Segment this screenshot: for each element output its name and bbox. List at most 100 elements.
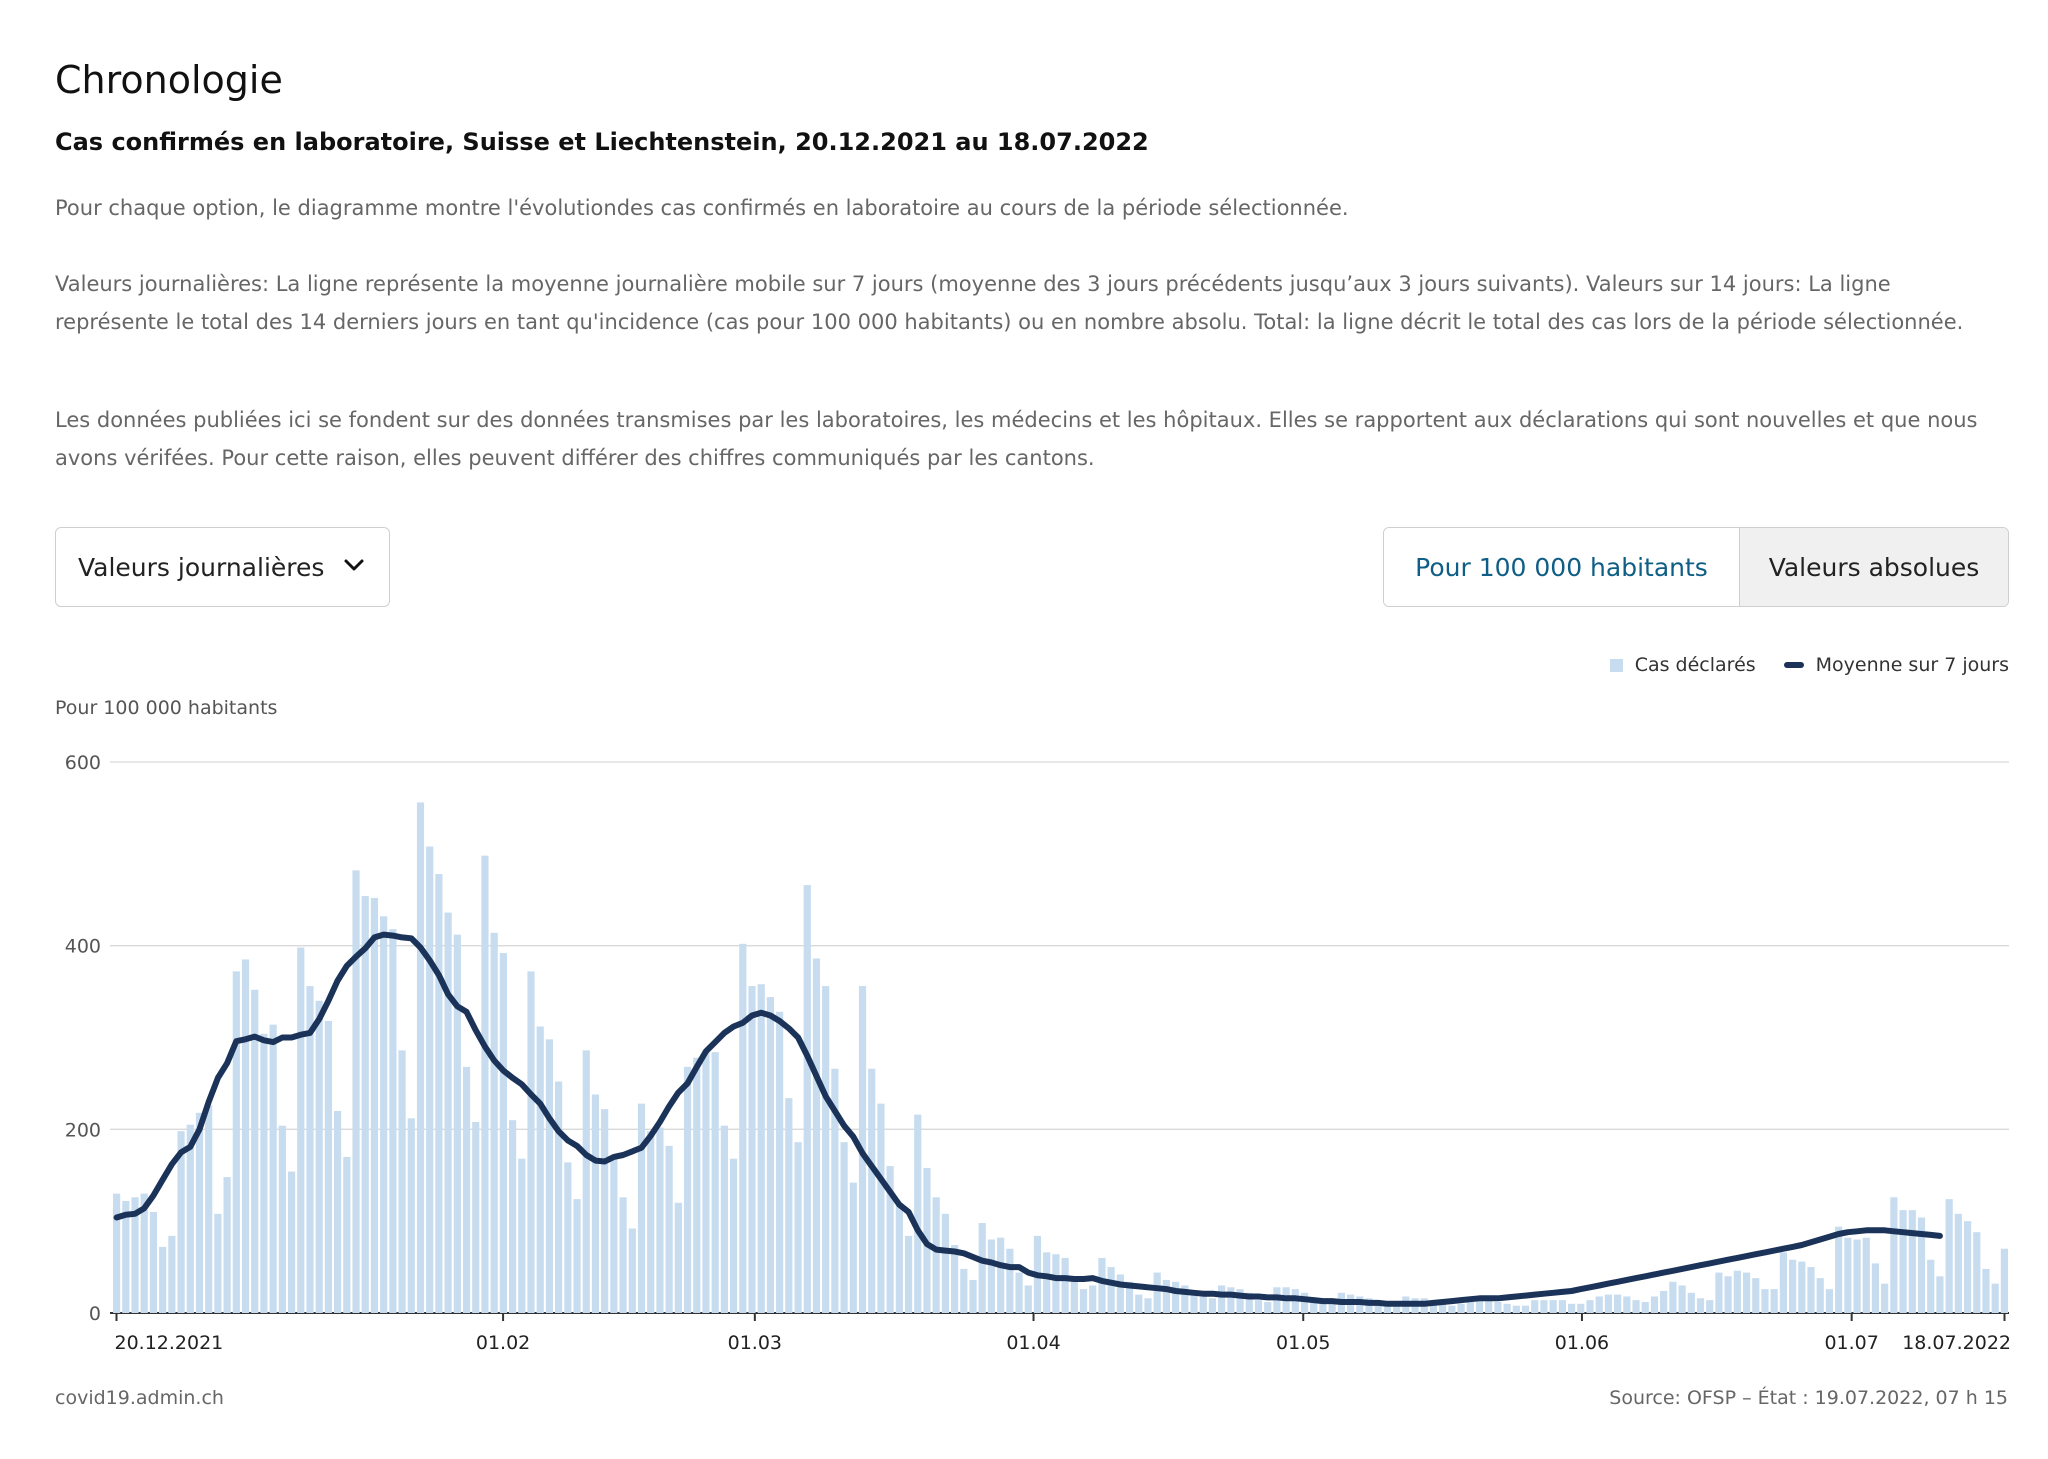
bar xyxy=(1853,1239,1861,1313)
bar xyxy=(1567,1303,1576,1313)
bar xyxy=(582,1050,590,1313)
bar xyxy=(1982,1268,1990,1313)
bar xyxy=(1908,1210,1916,1313)
bar xyxy=(987,1239,996,1313)
bar xyxy=(1264,1301,1272,1313)
bar xyxy=(545,1039,554,1313)
bar xyxy=(1052,1254,1060,1313)
bar xyxy=(1319,1301,1327,1313)
bar xyxy=(131,1197,139,1313)
aggregation-dropdown[interactable]: Valeurs journalières xyxy=(55,527,390,607)
bar xyxy=(591,1094,600,1313)
bar xyxy=(416,802,425,1313)
bar xyxy=(941,1213,949,1313)
bar xyxy=(656,1127,664,1313)
bar xyxy=(647,1131,655,1313)
description-intro: Pour chaque option, le diagramme montre … xyxy=(55,196,1349,220)
bar xyxy=(969,1279,977,1313)
bar xyxy=(794,1142,802,1313)
footer-site[interactable]: covid19.admin.ch xyxy=(55,1387,224,1409)
bar xyxy=(1807,1267,1815,1313)
bar xyxy=(1199,1294,1207,1313)
bar xyxy=(1310,1298,1318,1313)
bar xyxy=(1761,1289,1769,1313)
bar xyxy=(472,1121,480,1313)
bar xyxy=(683,1066,692,1313)
bar xyxy=(1733,1270,1741,1313)
bar xyxy=(297,947,305,1313)
bar xyxy=(1024,1285,1032,1313)
bar xyxy=(1742,1272,1751,1313)
bar xyxy=(1917,1217,1926,1313)
toggle-absolute-button[interactable]: Valeurs absolues xyxy=(1739,528,2008,606)
bar xyxy=(269,1024,277,1313)
bar xyxy=(1687,1292,1695,1313)
bar xyxy=(508,1120,517,1313)
bar xyxy=(380,916,388,1313)
legend-line-swatch xyxy=(1783,662,1804,668)
bar xyxy=(159,1246,167,1313)
bar xyxy=(1466,1296,1474,1313)
bar xyxy=(1162,1279,1170,1313)
bar-series xyxy=(113,802,2008,1313)
bar xyxy=(195,1112,204,1313)
bar xyxy=(1079,1289,1088,1313)
x-tick-label: 01.05 xyxy=(1276,1332,1330,1354)
bar xyxy=(1835,1226,1843,1313)
bar xyxy=(904,1235,913,1313)
legend-item-bars[interactable]: Cas déclarés xyxy=(1609,654,1756,676)
bar xyxy=(1061,1257,1069,1313)
bar xyxy=(868,1068,876,1313)
bar xyxy=(1485,1300,1493,1313)
bar xyxy=(499,953,507,1313)
bar xyxy=(1512,1305,1520,1313)
bar xyxy=(1696,1298,1705,1313)
bar xyxy=(1549,1300,1557,1313)
bar xyxy=(518,1158,526,1313)
x-tick-label: 01.07 xyxy=(1824,1332,1878,1354)
bar xyxy=(628,1228,636,1313)
bar xyxy=(1383,1303,1392,1313)
legend-item-line[interactable]: Moyenne sur 7 jours xyxy=(1783,654,2009,676)
chevron-down-icon xyxy=(344,559,364,571)
bar xyxy=(1144,1298,1152,1313)
bar xyxy=(490,932,498,1313)
bar xyxy=(1724,1276,1732,1313)
bar xyxy=(1089,1285,1097,1313)
bar xyxy=(1871,1263,1880,1313)
x-tick-label: 01.03 xyxy=(728,1332,782,1354)
bar xyxy=(398,1050,406,1313)
aggregation-dropdown-value: Valeurs journalières xyxy=(78,552,325,582)
bar xyxy=(1595,1296,1603,1313)
bar xyxy=(702,1050,710,1313)
bar xyxy=(1770,1289,1778,1313)
bar xyxy=(1586,1300,1594,1313)
bar xyxy=(1650,1296,1659,1313)
bar xyxy=(1752,1278,1760,1313)
bar xyxy=(1227,1287,1235,1313)
bar xyxy=(1844,1237,1852,1313)
bar xyxy=(766,997,775,1313)
y-tick-label: 400 xyxy=(65,936,101,958)
bar xyxy=(1991,1283,1999,1313)
page-subtitle: Cas confirmés en laboratoire, Suisse et … xyxy=(55,128,1149,156)
toggle-per-100000-button[interactable]: Pour 100 000 habitants xyxy=(1384,528,1739,606)
bar xyxy=(564,1162,572,1313)
bar xyxy=(1300,1292,1309,1313)
bar xyxy=(1521,1305,1530,1313)
bar xyxy=(1043,1252,1051,1313)
bar xyxy=(462,1066,471,1313)
bar xyxy=(1816,1278,1824,1313)
bar xyxy=(886,1166,894,1313)
bar xyxy=(435,874,443,1313)
bar xyxy=(1623,1296,1631,1313)
bar xyxy=(1798,1261,1806,1313)
bar xyxy=(260,1033,268,1313)
bar xyxy=(527,971,535,1313)
bar xyxy=(785,1098,793,1313)
bar xyxy=(1135,1294,1143,1313)
bar xyxy=(1899,1210,1907,1313)
bar xyxy=(1558,1300,1566,1313)
bar xyxy=(739,943,747,1313)
